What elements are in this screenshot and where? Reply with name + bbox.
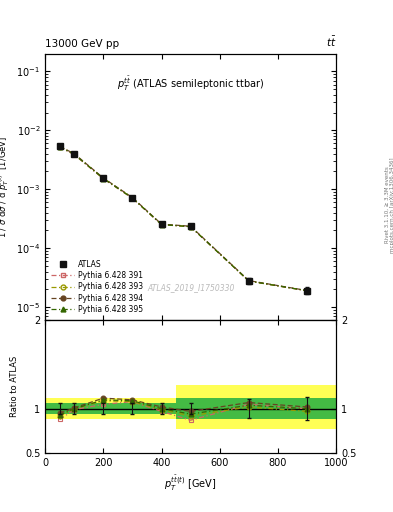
Text: mcplots.cern.ch [arXiv:1306.3436]: mcplots.cern.ch [arXiv:1306.3436] [390, 157, 393, 252]
Text: 13000 GeV pp: 13000 GeV pp [45, 38, 119, 49]
Legend: ATLAS, Pythia 6.428 391, Pythia 6.428 393, Pythia 6.428 394, Pythia 6.428 395: ATLAS, Pythia 6.428 391, Pythia 6.428 39… [49, 258, 145, 316]
Y-axis label: 1 / $\sigma$ d$\sigma$ / d $p_T^{\bar{t}(t)}$  [1/GeV]: 1 / $\sigma$ d$\sigma$ / d $p_T^{\bar{t}… [0, 136, 11, 238]
Text: Rivet 3.1.10, ≥ 3.3M events: Rivet 3.1.10, ≥ 3.3M events [385, 166, 389, 243]
Y-axis label: Ratio to ATLAS: Ratio to ATLAS [10, 356, 19, 417]
X-axis label: $p_T^{t\bar{t}(t)}$ [GeV]: $p_T^{t\bar{t}(t)}$ [GeV] [164, 474, 217, 493]
Text: ATLAS_2019_I1750330: ATLAS_2019_I1750330 [147, 284, 234, 292]
Text: $p_T^{t\bar{t}}$ (ATLAS semileptonic ttbar): $p_T^{t\bar{t}}$ (ATLAS semileptonic ttb… [117, 75, 264, 93]
Text: $t\bar{t}$: $t\bar{t}$ [325, 34, 336, 49]
